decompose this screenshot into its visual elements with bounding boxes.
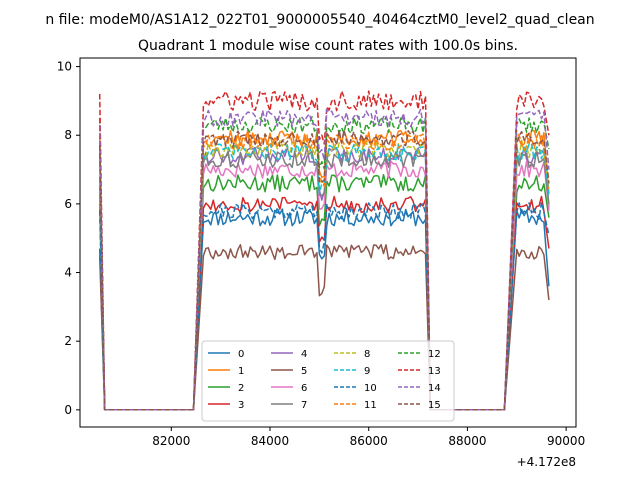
series-line-11 — [98, 132, 550, 411]
series-line-0 — [98, 208, 550, 411]
legend-label-2: 2 — [238, 383, 244, 394]
legend-label-0: 0 — [238, 349, 244, 360]
x-tick-label: 86000 — [350, 434, 388, 448]
x-tick-label: 88000 — [448, 434, 486, 448]
series-line-15 — [98, 129, 550, 411]
y-tick-label: 0 — [64, 403, 72, 417]
legend-label-12: 12 — [428, 349, 441, 360]
legend-label-11: 11 — [364, 400, 377, 411]
plot-area — [79, 57, 577, 428]
legend-label-1: 1 — [238, 366, 244, 377]
series-line-5 — [98, 243, 550, 411]
series-line-7 — [98, 150, 550, 411]
x-axis-offset-text: +4.172e8 — [517, 455, 576, 469]
legend-label-6: 6 — [301, 383, 307, 394]
series-line-14 — [98, 108, 550, 411]
legend-label-15: 15 — [428, 400, 441, 411]
y-tick-label: 8 — [64, 128, 72, 142]
x-tick-label: 84000 — [251, 434, 289, 448]
chart-title: Quadrant 1 module wise count rates with … — [138, 38, 518, 54]
x-axis: 82000 84000 86000 88000 90000 — [152, 427, 585, 448]
y-tick-label: 10 — [57, 60, 72, 74]
legend-label-5: 5 — [301, 366, 307, 377]
legend-label-8: 8 — [364, 349, 370, 360]
series-line-2 — [98, 152, 550, 411]
figure-suptitle: n file: modeM0/AS1A12_022T01_9000005540_… — [45, 12, 594, 28]
y-tick-label: 2 — [64, 334, 72, 348]
legend-label-7: 7 — [301, 400, 307, 411]
legend-label-13: 13 — [428, 366, 441, 377]
legend-label-4: 4 — [301, 349, 307, 360]
series-line-6 — [98, 160, 550, 411]
series-line-13 — [98, 90, 550, 411]
legend-label-9: 9 — [364, 366, 370, 377]
legend-label-10: 10 — [364, 383, 377, 394]
y-axis: 0 2 4 6 8 10 — [57, 60, 80, 417]
y-tick-label: 4 — [64, 266, 72, 280]
series-line-12 — [98, 115, 550, 411]
series-line-9 — [98, 143, 550, 411]
x-tick-label: 90000 — [547, 434, 585, 448]
series-line-10 — [98, 201, 550, 411]
x-tick-label: 82000 — [152, 434, 190, 448]
legend-label-14: 14 — [428, 383, 441, 394]
axes-frame — [79, 57, 577, 428]
series-line-8 — [98, 139, 550, 411]
y-tick-label: 6 — [64, 197, 72, 211]
legend-box — [201, 340, 455, 422]
legend-label-3: 3 — [238, 400, 244, 411]
series-layer — [98, 90, 550, 411]
